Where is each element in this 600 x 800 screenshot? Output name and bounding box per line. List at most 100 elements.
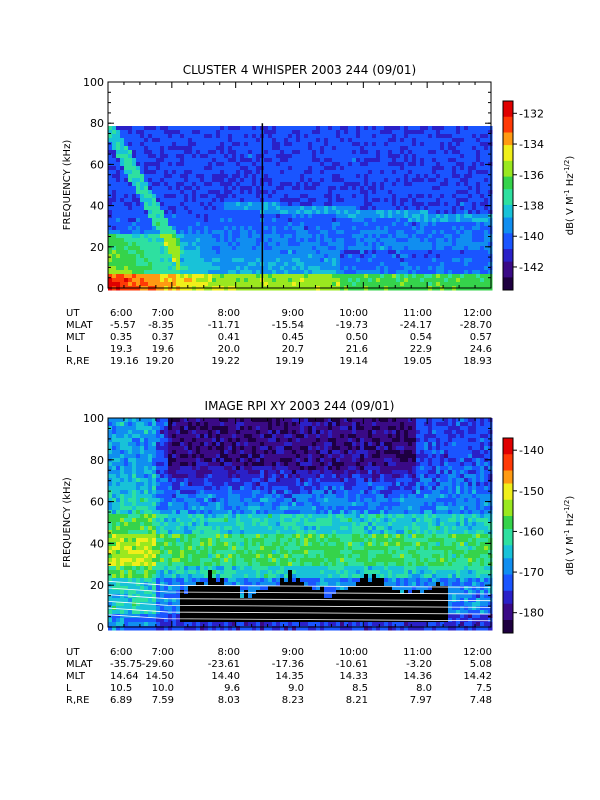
spectrogram-cell bbox=[424, 150, 429, 155]
spectrogram-cell bbox=[176, 202, 181, 207]
spectrogram-cell bbox=[136, 562, 141, 567]
spectrogram-cell bbox=[196, 134, 201, 139]
spectrogram-cell bbox=[272, 214, 277, 219]
spectrogram-cell bbox=[168, 514, 173, 519]
spectrogram-cell bbox=[212, 282, 217, 287]
spectrogram-cell bbox=[480, 222, 485, 227]
spectrogram-cell bbox=[324, 238, 329, 243]
spectrogram-cell bbox=[240, 150, 245, 155]
spectrogram-cell bbox=[420, 158, 425, 163]
spectrogram-cell bbox=[148, 242, 153, 247]
spectrogram-cell bbox=[228, 138, 233, 143]
spectrogram-cell bbox=[224, 238, 229, 243]
spectrogram-cell bbox=[292, 138, 297, 143]
spectrogram-cell bbox=[428, 166, 433, 171]
spectrogram-cell bbox=[168, 506, 173, 511]
spectrogram-cell bbox=[276, 226, 281, 231]
spectrogram-cell bbox=[120, 246, 125, 251]
spectrogram-cell bbox=[172, 162, 177, 167]
spectrogram-cell bbox=[320, 226, 325, 231]
spectrogram-cell bbox=[156, 558, 161, 563]
spectrogram-cell bbox=[184, 194, 189, 199]
spectrogram-cell bbox=[136, 614, 141, 619]
spectrogram-cell bbox=[148, 210, 153, 215]
spectrogram-cell bbox=[116, 606, 121, 611]
spectrogram-cell bbox=[436, 226, 441, 231]
spectrogram-cell bbox=[272, 230, 277, 235]
spectrogram-cell bbox=[416, 270, 421, 275]
spectrogram-cell bbox=[488, 170, 493, 175]
spectrogram-cell bbox=[168, 174, 173, 179]
spectrogram-cell bbox=[144, 462, 149, 467]
spectrogram-cell bbox=[236, 258, 241, 263]
spectrogram-cell bbox=[216, 190, 221, 195]
spectrogram-cell bbox=[156, 538, 161, 543]
spectrogram-cell bbox=[360, 178, 365, 183]
spectrogram-cell bbox=[372, 234, 377, 239]
spectrogram-cell bbox=[188, 258, 193, 263]
spectrogram-cell bbox=[412, 230, 417, 235]
spectrogram-cell bbox=[332, 278, 337, 283]
spectrogram-cell bbox=[464, 214, 469, 219]
spectrogram-cell bbox=[476, 270, 481, 275]
spectrogram-cell bbox=[132, 282, 137, 287]
spectrogram-cell bbox=[480, 150, 485, 155]
spectrogram-cell bbox=[448, 202, 453, 207]
spectrogram-cell bbox=[164, 626, 169, 631]
spectrogram-cell bbox=[232, 254, 237, 259]
spectrogram-cell bbox=[456, 226, 461, 231]
spectrogram-cell bbox=[116, 206, 121, 211]
spectrogram-cell bbox=[416, 258, 421, 263]
spectrogram-cell bbox=[204, 250, 209, 255]
spectrogram-cell bbox=[276, 186, 281, 191]
spectrogram-cell bbox=[148, 162, 153, 167]
spectrogram-cell bbox=[172, 138, 177, 143]
spectrogram-cell bbox=[440, 154, 445, 159]
spectrogram-cell bbox=[384, 254, 389, 259]
spectrogram-cell bbox=[136, 470, 141, 475]
spectrogram-cell bbox=[148, 618, 153, 623]
spectrogram-cell bbox=[316, 134, 321, 139]
spectrogram-cell bbox=[460, 142, 465, 147]
spectrogram-cell bbox=[428, 170, 433, 175]
spectrogram-cell bbox=[388, 126, 393, 131]
spectrogram-cell bbox=[144, 450, 149, 455]
spectrogram-cell bbox=[160, 534, 165, 539]
spectrogram-cell bbox=[128, 434, 133, 439]
spectrogram-cell bbox=[136, 434, 141, 439]
spectrogram-cell bbox=[144, 422, 149, 427]
spectrogram-cell bbox=[192, 282, 197, 287]
spectrogram-cell bbox=[128, 210, 133, 215]
spectrogram-cell bbox=[108, 474, 113, 479]
panel-2: IMAGE RPI XY 2003 244 (09/01)02040608010… bbox=[62, 399, 576, 706]
spectrogram-cell bbox=[488, 270, 493, 275]
spectrogram-cell bbox=[344, 218, 349, 223]
spectrogram-cell bbox=[164, 226, 169, 231]
spectrogram-cell bbox=[160, 590, 165, 595]
spectrogram-cell bbox=[248, 150, 253, 155]
spectrogram-cell bbox=[236, 242, 241, 247]
spectrogram-cell bbox=[340, 186, 345, 191]
spectrogram-cell bbox=[132, 478, 137, 483]
spectrogram-cell bbox=[388, 234, 393, 239]
spectrogram-cell bbox=[464, 222, 469, 227]
spectrogram-cell bbox=[464, 150, 469, 155]
spectrogram-cell bbox=[484, 246, 489, 251]
spectrogram-cell bbox=[152, 422, 157, 427]
spectrogram-cell bbox=[436, 142, 441, 147]
spectrogram-cell bbox=[124, 194, 129, 199]
spectrogram-cell bbox=[232, 150, 237, 155]
spectrogram-cell bbox=[428, 210, 433, 215]
spectrogram-cell bbox=[476, 130, 481, 135]
spectrogram-cell bbox=[136, 486, 141, 491]
spectrogram-cell bbox=[244, 142, 249, 147]
spectrogram-cell bbox=[132, 582, 137, 587]
spectrogram-cell bbox=[436, 198, 441, 203]
spectrogram-cell bbox=[168, 466, 173, 471]
spectrogram-cell bbox=[136, 266, 141, 271]
spectrogram-cell bbox=[156, 554, 161, 559]
spectrogram-cell bbox=[364, 146, 369, 151]
spectrogram-cell bbox=[192, 134, 197, 139]
spectrogram-cell bbox=[188, 170, 193, 175]
spectrogram-cell bbox=[352, 134, 357, 139]
